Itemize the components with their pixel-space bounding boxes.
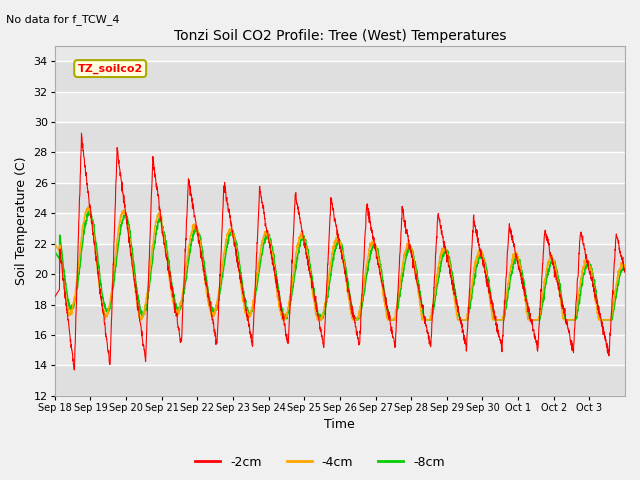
Bar — [55, 183, 625, 213]
Bar — [55, 61, 625, 92]
Bar — [55, 365, 625, 396]
Y-axis label: Soil Temperature (C): Soil Temperature (C) — [15, 156, 28, 285]
Title: Tonzi Soil CO2 Profile: Tree (West) Temperatures: Tonzi Soil CO2 Profile: Tree (West) Temp… — [173, 29, 506, 43]
Legend: -2cm, -4cm, -8cm: -2cm, -4cm, -8cm — [190, 451, 450, 474]
Bar — [55, 122, 625, 153]
Text: No data for f_TCW_4: No data for f_TCW_4 — [6, 14, 120, 25]
X-axis label: Time: Time — [324, 419, 355, 432]
Text: TZ_soilco2: TZ_soilco2 — [77, 63, 143, 74]
Bar — [55, 244, 625, 274]
Bar — [55, 305, 625, 335]
